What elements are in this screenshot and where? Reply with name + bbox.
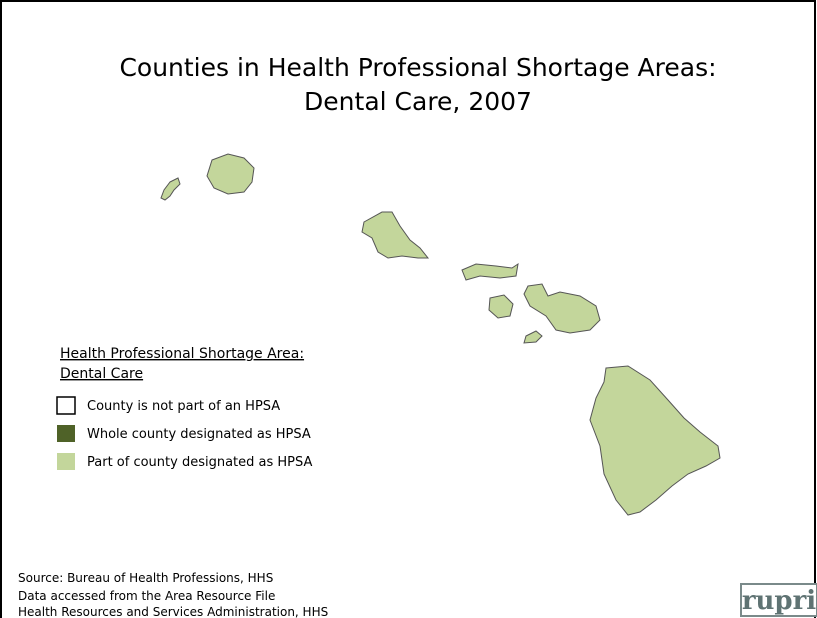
legend-swatch — [57, 425, 75, 442]
lanai — [488, 294, 514, 319]
legend-title-1: Health Professional Shortage Area: — [60, 346, 304, 362]
legend-label: Part of county designated as HPSA — [87, 455, 313, 470]
source-line-3: Health Resources and Services Administra… — [18, 605, 328, 618]
oahu — [361, 211, 430, 259]
maui — [523, 283, 601, 334]
kauai — [206, 153, 255, 195]
legend-swatch — [56, 396, 76, 415]
legend-title-2: Dental Care — [60, 366, 143, 382]
legend-label: County is not part of an HPSA — [87, 399, 280, 414]
legend: County is not part of an HPSA Whole count… — [56, 396, 313, 470]
molokai — [461, 262, 519, 281]
legend-label: Whole county designated as HPSA — [87, 427, 311, 442]
kahoolawe — [523, 330, 543, 344]
legend-swatch — [57, 453, 75, 470]
title-line-2: Dental Care, 2007 — [304, 87, 532, 116]
source-line-1: Source: Bureau of Health Professions, HH… — [18, 571, 273, 585]
source-line-2: Data accessed from the Area Resource Fil… — [18, 589, 275, 603]
map — [160, 153, 721, 516]
logo-box — [740, 583, 817, 617]
title-line-1: Counties in Health Professional Shortage… — [119, 53, 716, 82]
logo: rupri — [742, 586, 816, 616]
hawaii — [589, 365, 721, 516]
niihau — [160, 177, 181, 201]
